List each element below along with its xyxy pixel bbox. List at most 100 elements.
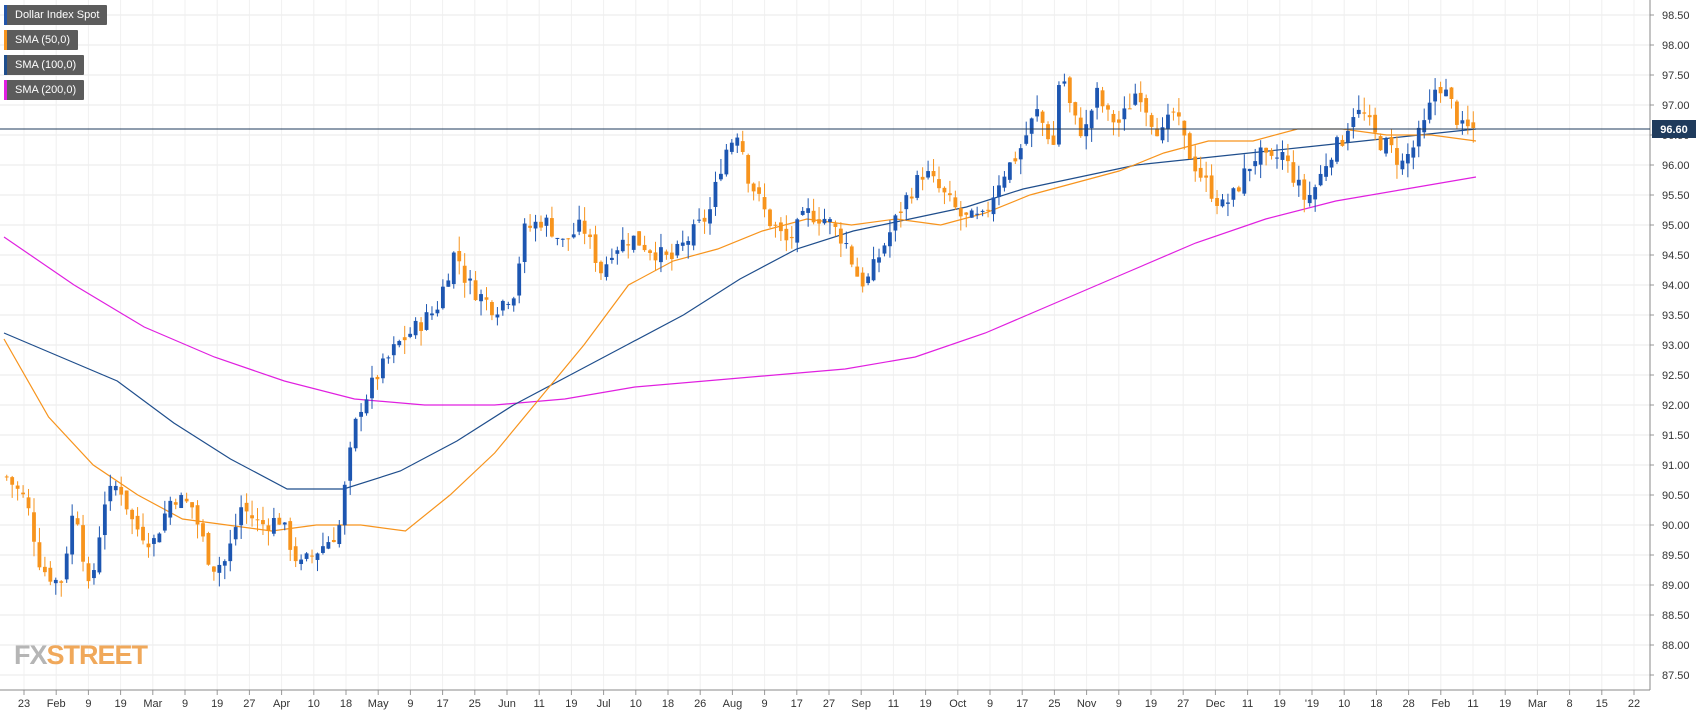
candle-body <box>484 297 489 300</box>
candle-body <box>1345 130 1350 143</box>
candle-body <box>1073 102 1078 116</box>
legend-item-sma-200[interactable]: SMA (200,0) <box>4 80 85 100</box>
candle-body <box>53 579 58 584</box>
candle-body <box>904 195 909 210</box>
candle-body <box>691 224 696 246</box>
x-tick-label: 27 <box>1177 698 1189 710</box>
candle-body <box>860 272 865 287</box>
candle-body <box>708 209 712 224</box>
candle-body <box>81 525 85 562</box>
candle-body <box>1247 168 1252 172</box>
candle-body <box>168 500 173 518</box>
x-tick-label: 22 <box>1628 698 1640 710</box>
y-tick-label: 88.50 <box>1662 610 1690 622</box>
last-price-badge <box>1652 120 1696 138</box>
candle-body <box>1400 160 1405 170</box>
candle-body <box>1269 150 1274 156</box>
candle-body <box>931 171 936 177</box>
candle-body <box>1122 108 1127 120</box>
candle-body <box>1062 81 1067 84</box>
candle-body <box>1324 166 1328 177</box>
candle-body <box>942 187 947 193</box>
x-tick-label: Aug <box>723 698 743 710</box>
candle-body <box>1155 128 1159 137</box>
candle-body <box>702 217 707 222</box>
candle-body <box>915 175 920 198</box>
candle-body <box>1465 119 1470 127</box>
candle-body <box>713 181 718 207</box>
x-tick-label: 17 <box>791 698 803 710</box>
logo-prefix: FX <box>14 640 48 670</box>
x-tick-label: Feb <box>1431 698 1450 710</box>
candle-body <box>953 197 958 208</box>
candle-body <box>244 502 249 512</box>
candle-body <box>75 518 80 525</box>
candle-body <box>544 217 549 226</box>
candle-body <box>190 502 194 508</box>
candle-body <box>424 312 429 330</box>
candle-body <box>648 250 652 253</box>
candle-body <box>1078 117 1083 137</box>
y-tick-label: 98.00 <box>1662 40 1690 52</box>
candle-body <box>402 337 407 341</box>
candle-body <box>1455 101 1459 125</box>
candle-body <box>32 512 36 542</box>
candle-body <box>348 447 353 481</box>
candle-body <box>364 399 369 414</box>
candle-body <box>740 141 745 152</box>
candle-body <box>1209 175 1214 199</box>
candle-body <box>849 246 854 265</box>
candle-body <box>882 245 887 254</box>
candle-body <box>419 322 423 331</box>
x-tick-label: 25 <box>1048 698 1060 710</box>
candle-body <box>1242 168 1247 194</box>
candle-body <box>1007 162 1012 180</box>
candle-body <box>1302 179 1307 200</box>
candle-body <box>233 527 238 540</box>
candle-body <box>342 484 347 526</box>
candle-body <box>1226 202 1230 204</box>
candle-body <box>222 561 227 566</box>
candle-body <box>1362 112 1367 114</box>
x-tick-label: 19 <box>565 698 577 710</box>
candle-body <box>642 244 647 251</box>
x-tick-label: 27 <box>823 698 835 710</box>
candle-body <box>577 219 582 232</box>
candle-body <box>282 522 287 525</box>
x-tick-label: 18 <box>1370 698 1382 710</box>
legend-label: SMA (50,0) <box>15 34 71 46</box>
candle-body <box>1176 112 1181 117</box>
candle-body <box>888 232 892 247</box>
candle-body <box>588 234 592 238</box>
candle-body <box>451 252 456 285</box>
x-tick-label: 17 <box>436 698 448 710</box>
candle-body <box>719 173 723 180</box>
candle-body <box>124 490 129 510</box>
x-tick-label: 23 <box>18 698 30 710</box>
legend-item-dollar-index[interactable]: Dollar Index Spot <box>4 5 108 25</box>
y-tick-label: 89.00 <box>1662 580 1690 592</box>
legend-item-sma-50[interactable]: SMA (50,0) <box>4 30 79 50</box>
candle-body <box>1198 167 1203 178</box>
candle-body <box>1040 111 1045 123</box>
candle-body <box>408 333 413 337</box>
legend-item-sma-100[interactable]: SMA (100,0) <box>4 55 85 75</box>
candle-body <box>1444 89 1448 97</box>
candle-body <box>391 344 396 356</box>
candle-body <box>1329 159 1334 168</box>
candle-body <box>866 276 871 284</box>
legend-label: SMA (200,0) <box>15 84 77 96</box>
candle-body <box>1471 122 1476 129</box>
candle-body <box>500 300 505 311</box>
candle-body <box>1378 136 1383 151</box>
candle-body <box>844 243 849 245</box>
candle-body <box>315 553 320 560</box>
candle-body <box>1389 136 1394 146</box>
candle-body <box>1340 139 1345 146</box>
candle-body <box>1313 187 1318 200</box>
candle-body <box>1356 109 1361 115</box>
legend-swatch <box>4 30 7 50</box>
candle-body <box>893 215 898 231</box>
x-tick-label: 9 <box>407 698 413 710</box>
candle-body <box>97 537 102 573</box>
